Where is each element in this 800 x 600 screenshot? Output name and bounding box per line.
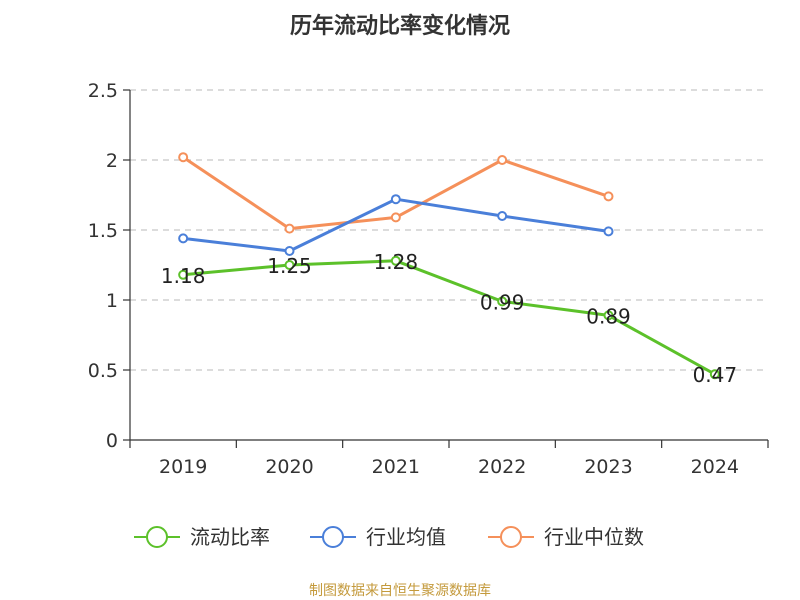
data-label: 1.18 [161,264,206,288]
y-tick-label: 1.5 [88,220,118,242]
data-label: 1.28 [374,250,419,274]
legend-item-1[interactable]: 行业均值 [310,525,446,549]
data-point [178,152,189,163]
series-lines [178,152,720,380]
data-point [284,246,295,256]
data-point [284,223,295,234]
data-point [390,255,401,266]
axes: 0 0.5 1 1.5 2 2.5 2019 2020 2021 2022 2023 2024 [88,80,769,478]
legend-label: 行业中位数 [544,525,644,549]
x-tick-label: 2024 [691,456,739,478]
data-label: 0.99 [480,290,525,314]
y-tick-label: 0.5 [88,360,118,382]
x-tick-label: 2021 [372,456,420,478]
legend-label: 行业均值 [366,525,446,549]
data-point [497,211,508,221]
x-tick-label: 2019 [159,456,207,478]
legend-item-2[interactable]: 行业中位数 [488,525,644,549]
chart-title: 历年流动比率变化情况 [289,14,510,39]
data-label: 0.89 [586,304,631,328]
y-tick-label: 2 [106,150,118,172]
data-labels: 1.18 1.25 1.28 0.99 0.89 0.47 [161,250,737,387]
data-point [497,155,508,165]
legend-item-0[interactable]: 流动比率 [134,525,270,549]
x-tick-label: 2020 [265,456,313,478]
legend-marker [322,526,344,548]
data-label: 0.47 [693,363,738,387]
series-line-1 [182,197,609,253]
data-point [178,269,189,280]
source-note: 制图数据来自恒生聚源数据库 [309,583,491,599]
data-point [284,260,295,270]
data-label: 1.25 [267,254,312,278]
data-point [603,310,614,321]
data-point [390,212,401,223]
legend-marker [146,526,168,548]
legend-marker [500,526,522,548]
x-tick-label: 2023 [584,456,632,478]
data-point [178,233,189,244]
legend[interactable]: 流动比率 行业均值 行业中位数 [134,525,644,549]
y-tick-label: 1 [106,290,118,312]
grid-lines [130,89,768,371]
x-tick-label: 2022 [478,456,526,478]
y-tick-label: 0 [106,430,118,452]
data-point [497,296,508,307]
series-line-0 [183,259,716,376]
data-point [603,191,614,202]
data-point [709,369,720,380]
data-point [603,226,614,237]
data-point [390,194,401,205]
y-tick-label: 2.5 [88,80,118,102]
legend-label: 流动比率 [190,525,270,549]
